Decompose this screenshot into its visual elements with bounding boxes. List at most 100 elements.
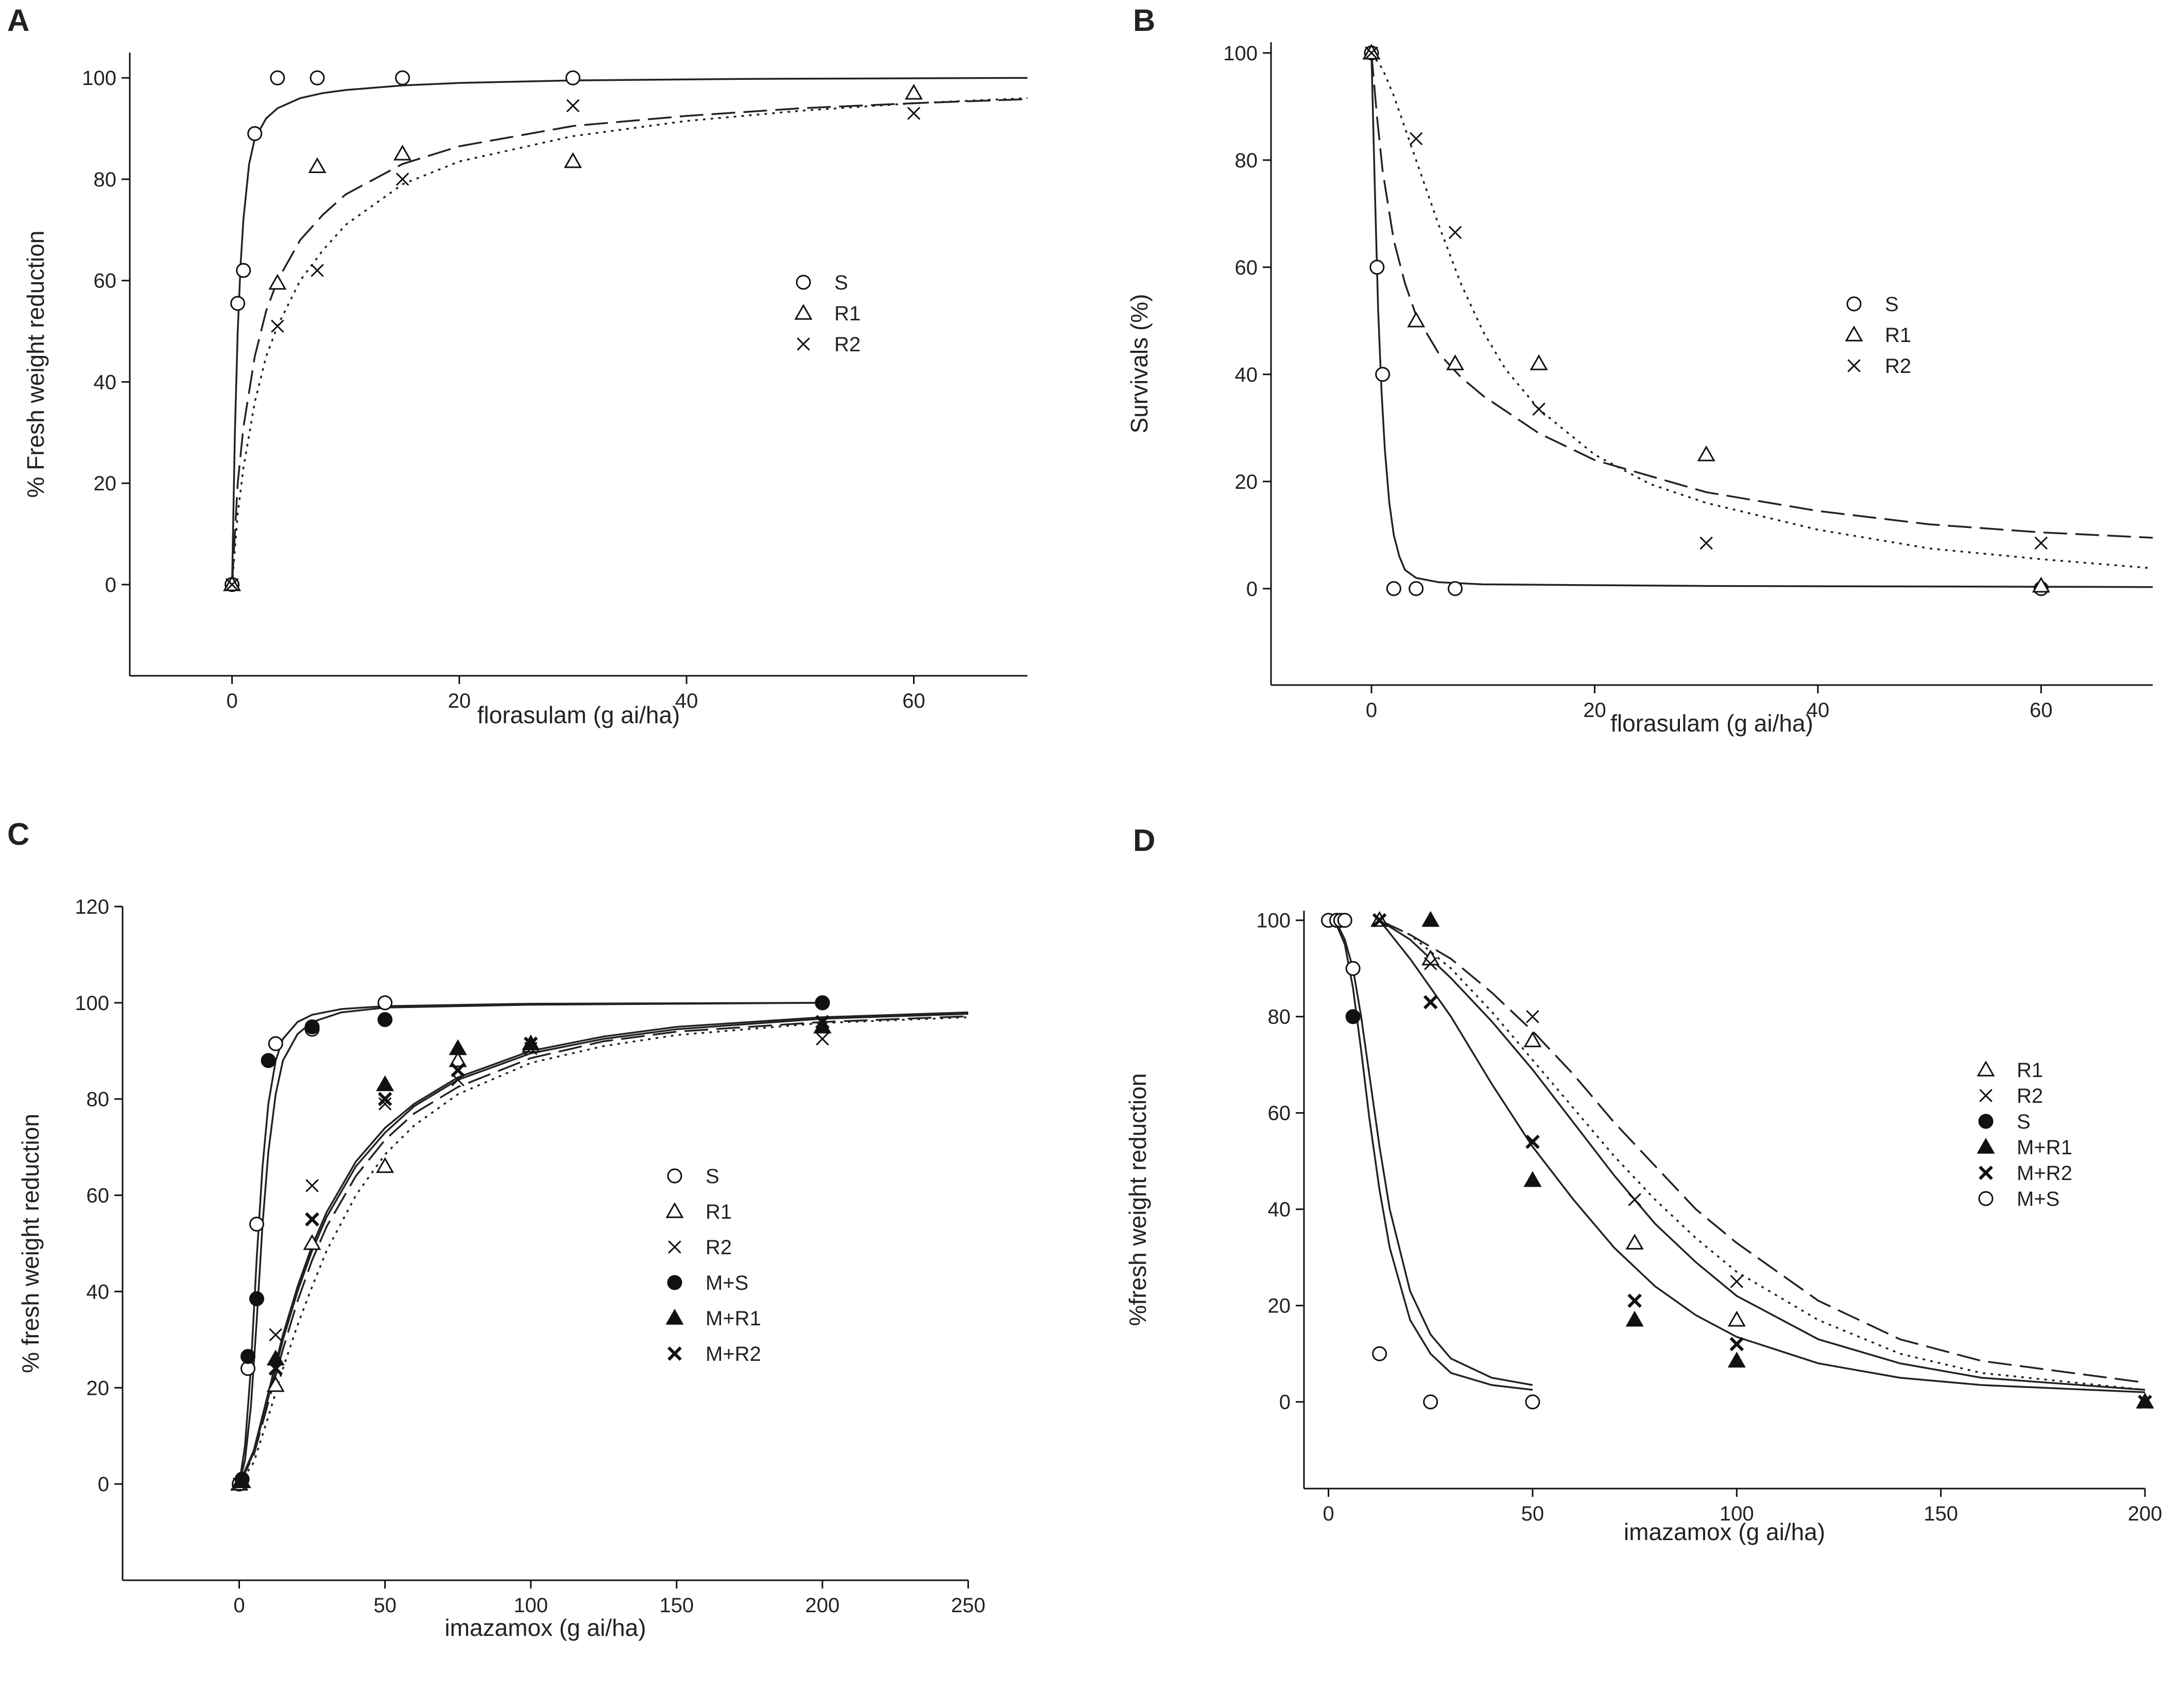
point-m-s [304, 1019, 320, 1035]
point-r2 [378, 1097, 392, 1111]
curve-r2 [1379, 919, 2145, 1384]
point-m-r2 [268, 1361, 283, 1376]
point-m-r1 [449, 1039, 467, 1055]
point-r2 [816, 1032, 829, 1046]
chart-panel-a: 0 20 40 60 80 100 0 20 40 60 florasulam (g ai/ha)%… [22, 53, 1028, 728]
point-m-s [1345, 961, 1361, 976]
x-tick-label: 200 [2128, 1502, 2162, 1525]
point-m-r2 [815, 1015, 830, 1030]
y-tick-label: 80 [94, 168, 117, 191]
curve-r1 [238, 1015, 969, 1484]
point-m-r2 [451, 1063, 465, 1078]
point-r2 [1448, 226, 1462, 239]
curve-m-s [1328, 919, 1533, 1386]
y-tick-label: 100 [1256, 910, 1291, 932]
x-tick-label: 0 [1366, 699, 1377, 722]
curve-s [231, 77, 1028, 585]
point-r1 [393, 144, 412, 161]
x-tick-label: 250 [951, 1594, 986, 1617]
point-m-s [261, 1053, 276, 1068]
y-tick-label: 100 [75, 992, 109, 1015]
point-r2 [1526, 1010, 1539, 1023]
legend-label-r2: R2 [2017, 1085, 2043, 1107]
x-tick-label: 0 [233, 1594, 245, 1617]
point-r1 [1727, 1310, 1746, 1327]
point-m-r2 [1525, 1134, 1540, 1149]
point-r1 [1697, 445, 1715, 462]
panel-letter-b: B [1133, 3, 1155, 38]
panel-letter-d: D [1133, 823, 1155, 858]
point-r2 [1532, 402, 1546, 416]
legend-marker-m-s [667, 1275, 682, 1290]
curve-m-s [238, 1002, 822, 1484]
legend-marker-s [1978, 1114, 1994, 1129]
point-s [1375, 367, 1390, 382]
x-tick-label: 0 [1323, 1502, 1334, 1525]
curve-m-r1 [1379, 919, 2145, 1391]
legend-label-r1: R1 [834, 302, 861, 325]
point-m-s [249, 1291, 264, 1306]
legend-marker-s [667, 1168, 682, 1184]
point-r1 [1446, 354, 1465, 370]
point-r1 [303, 1234, 321, 1250]
legend-label-r2: R2 [1885, 355, 1911, 378]
legend-marker-m-r1 [665, 1309, 684, 1325]
legend-marker-m-r2 [667, 1346, 682, 1361]
legend-label-s: S [2017, 1111, 2031, 1133]
point-m-r2 [305, 1212, 319, 1227]
curve-r1 [231, 98, 1028, 585]
x-tick-label: 60 [902, 690, 925, 712]
legend-marker-r2 [797, 337, 810, 351]
y-tick-label: 80 [87, 1088, 110, 1111]
legend-marker-s [796, 275, 811, 290]
point-s [395, 70, 410, 86]
y-tick-label: 40 [1268, 1199, 1291, 1221]
point-r2 [1730, 1275, 1744, 1288]
y-axis-title: %fresh weight reduction [1124, 1073, 1151, 1326]
y-tick-label: 80 [1268, 1006, 1291, 1029]
y-axis-title: Survivals (%) [1126, 294, 1153, 434]
y-tick-label: 60 [87, 1185, 110, 1207]
curve-m-r1 [238, 1011, 969, 1484]
legend-marker-r1 [794, 304, 813, 320]
legend-label-r1: R1 [2017, 1059, 2043, 1082]
point-s [249, 1217, 264, 1232]
point-r2 [305, 1179, 319, 1192]
point-s [1345, 1009, 1361, 1024]
legend-label-m-s: M+S [2017, 1188, 2059, 1210]
y-tick-label: 40 [94, 371, 117, 394]
point-m-s [815, 995, 830, 1011]
legend-marker-s [1846, 296, 1862, 312]
point-r2 [1628, 1193, 1641, 1206]
legend-label-r2: R2 [706, 1236, 732, 1259]
point-r2 [311, 264, 324, 277]
point-r2 [1423, 957, 1437, 970]
y-axis-title: % fresh weight reduction [17, 1114, 44, 1373]
point-r2 [271, 319, 284, 333]
legend-label-r1: R1 [706, 1201, 732, 1223]
panel-letter-a: A [7, 3, 29, 38]
curve-m-r2 [238, 1013, 969, 1484]
x-axis-title: florasulam (g ai/ha) [477, 702, 680, 728]
y-tick-label: 60 [1268, 1102, 1291, 1125]
point-r2 [1365, 46, 1378, 60]
point-s [310, 70, 325, 86]
legend-label-m-r2: M+R2 [2017, 1162, 2072, 1185]
y-tick-label: 0 [1246, 578, 1258, 601]
y-tick-label: 40 [87, 1280, 110, 1303]
point-r2 [2034, 536, 2048, 550]
y-tick-label: 20 [87, 1377, 110, 1399]
point-m-r2 [235, 1474, 249, 1489]
curve-m-r2 [1379, 919, 2145, 1393]
point-m-r2 [2138, 1394, 2152, 1409]
point-m-r2 [1729, 1337, 1744, 1352]
point-r2 [396, 173, 409, 186]
point-s [1369, 260, 1385, 275]
point-r1 [449, 1051, 467, 1067]
legend-marker-r2 [1847, 359, 1861, 372]
point-s [377, 995, 393, 1011]
point-m-s [377, 1012, 393, 1028]
y-tick-label: 0 [105, 574, 116, 596]
y-tick-label: 0 [1279, 1391, 1291, 1414]
point-m-r1 [1523, 1171, 1542, 1187]
